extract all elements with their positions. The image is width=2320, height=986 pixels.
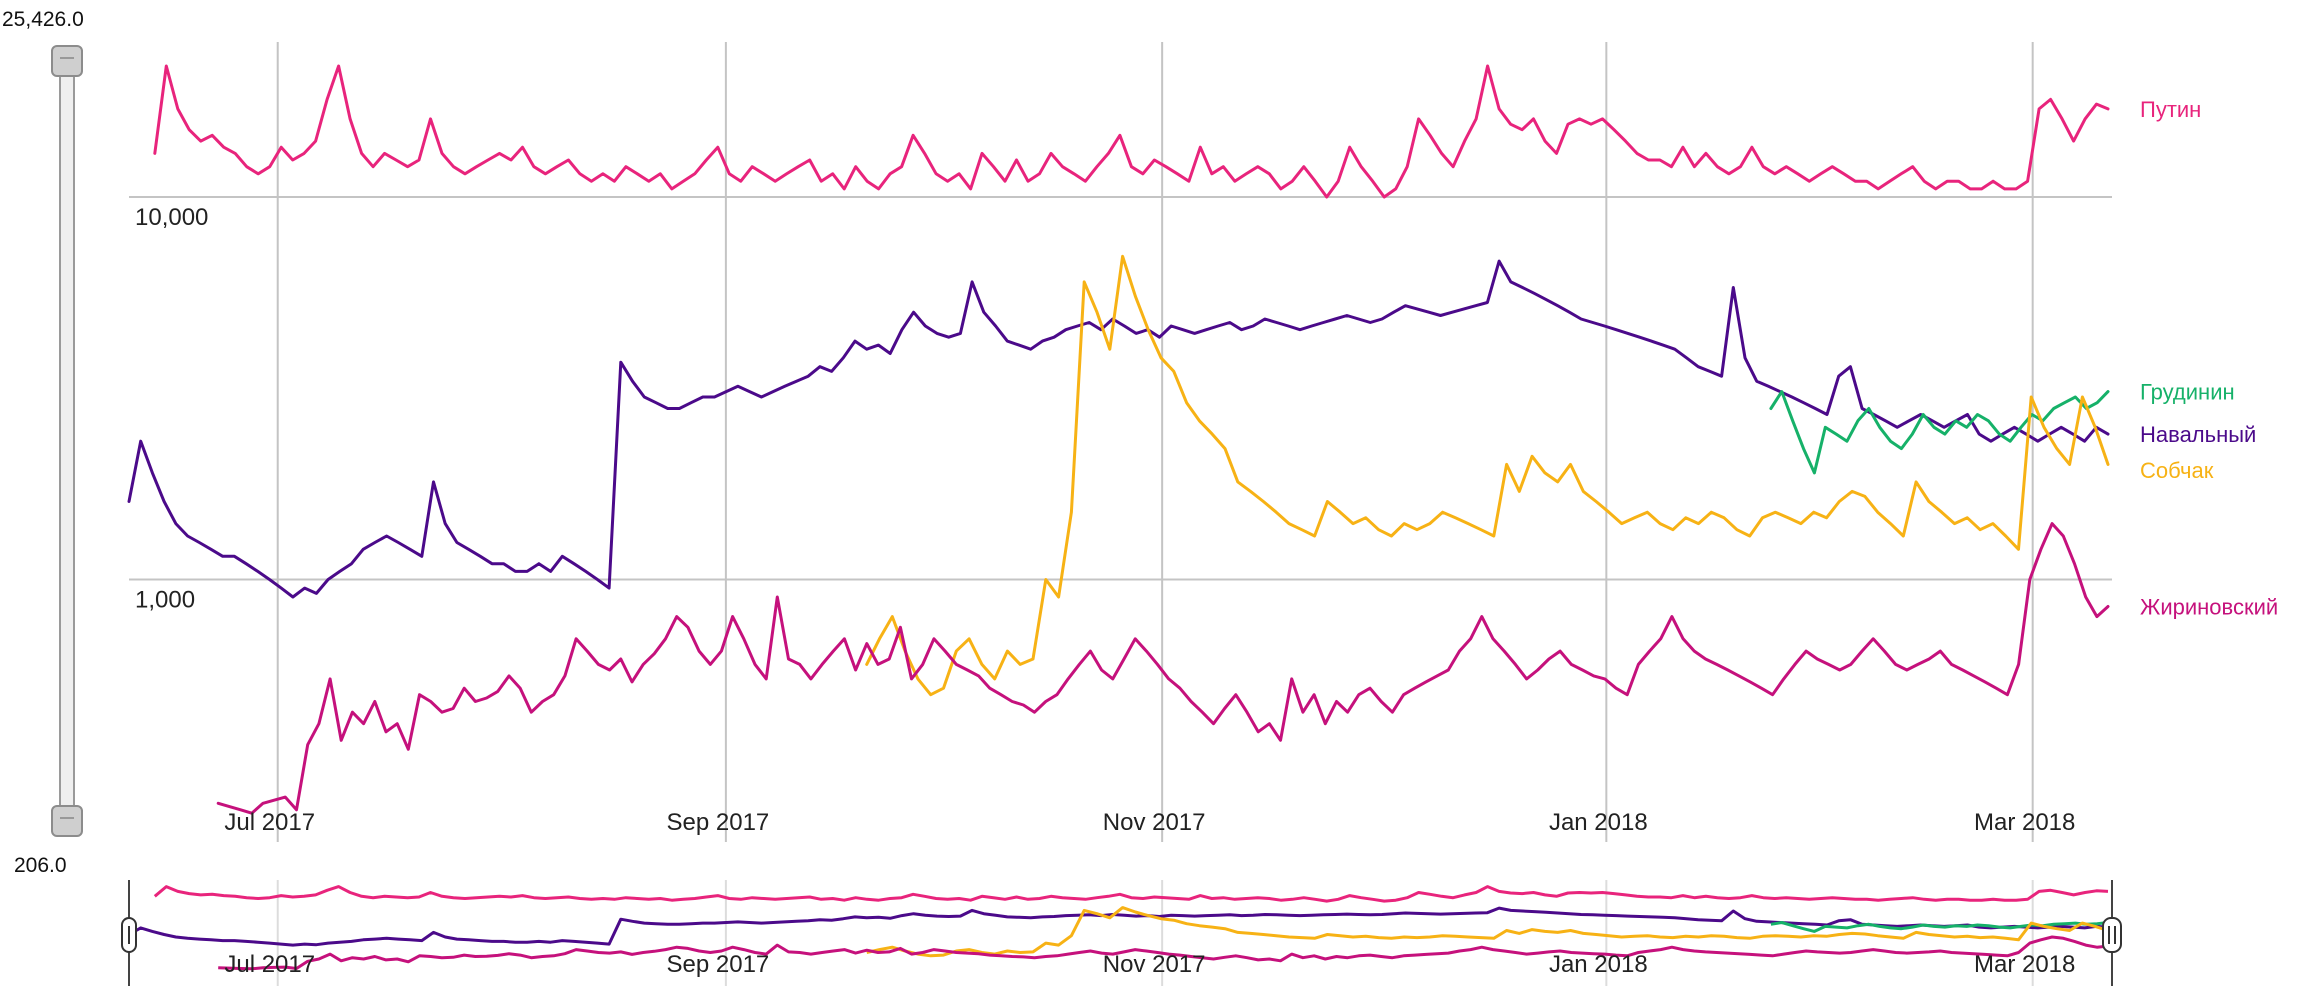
x-axis-tick-labels: Jul 2017 Sep 2017 Nov 2017 Jan 2018 Mar 2018 <box>224 809 2075 836</box>
legend-label-грудинин: Грудинин <box>2140 380 2235 405</box>
x-tick-label-1: Sep 2017 <box>667 809 770 836</box>
navigator-line-жириновский <box>218 935 2109 971</box>
y-range-selector[interactable]: 25,426.0 206.0 <box>2 8 84 877</box>
navigator-line-навальный <box>128 906 2109 947</box>
legend-label-навальный: Навальный <box>2140 422 2256 447</box>
navigator-tick-label-4: Mar 2018 <box>1974 951 2075 978</box>
series-line-жириновский[interactable] <box>216 522 2110 815</box>
navigator-series-group <box>128 885 2109 971</box>
time-navigator[interactable]: Jul 2017 Sep 2017 Nov 2017 Jan 2018 Mar 2018 <box>121 880 2122 986</box>
range-max-label: 25,426.0 <box>2 8 84 31</box>
legend-label-жириновский: Жириновский <box>2140 595 2278 620</box>
y-axis-tick-labels: 10,000 1,000 <box>135 204 208 614</box>
y-tick-label-1: 1,000 <box>135 587 195 614</box>
series-line-навальный[interactable] <box>127 259 2110 599</box>
range-max-handle[interactable] <box>51 45 83 77</box>
x-tick-label-4: Mar 2018 <box>1974 809 2075 836</box>
legend-label-путин: Путин <box>2140 97 2201 122</box>
range-min-handle[interactable] <box>51 805 83 837</box>
navigator-right-handle[interactable] <box>2102 917 2122 953</box>
navigator-tick-label-0: Jul 2017 <box>224 951 315 978</box>
legend-label-собчак: Собчак <box>2140 458 2214 483</box>
series-line-собчак[interactable] <box>865 254 2110 697</box>
main-grid <box>129 42 2112 842</box>
navigator-tick-label-3: Jan 2018 <box>1549 951 1648 978</box>
series-line-грудинин[interactable] <box>1769 390 2110 475</box>
navigator-tick-label-1: Sep 2017 <box>667 951 770 978</box>
navigator-tick-label-2: Nov 2017 <box>1103 951 1206 978</box>
navigator-left-handle[interactable] <box>121 917 137 953</box>
navigator-line-путин <box>153 885 2109 903</box>
main-series-group <box>127 64 2110 815</box>
x-tick-label-3: Jan 2018 <box>1549 809 1648 836</box>
y-tick-label-0: 10,000 <box>135 204 208 231</box>
range-slider-track[interactable] <box>59 51 75 823</box>
range-min-label: 206.0 <box>14 854 67 877</box>
x-tick-label-0: Jul 2017 <box>224 809 315 836</box>
legend: Путин Грудинин Навальный Собчак Жириновский <box>2140 97 2278 620</box>
x-tick-label-2: Nov 2017 <box>1103 809 1206 836</box>
navigator-line-грудинин <box>1770 921 2109 933</box>
series-line-путин[interactable] <box>153 64 2110 199</box>
navigator-tick-labels: Jul 2017 Sep 2017 Nov 2017 Jan 2018 Mar 2018 <box>224 951 2075 978</box>
navigator-line-собчак <box>866 906 2109 958</box>
